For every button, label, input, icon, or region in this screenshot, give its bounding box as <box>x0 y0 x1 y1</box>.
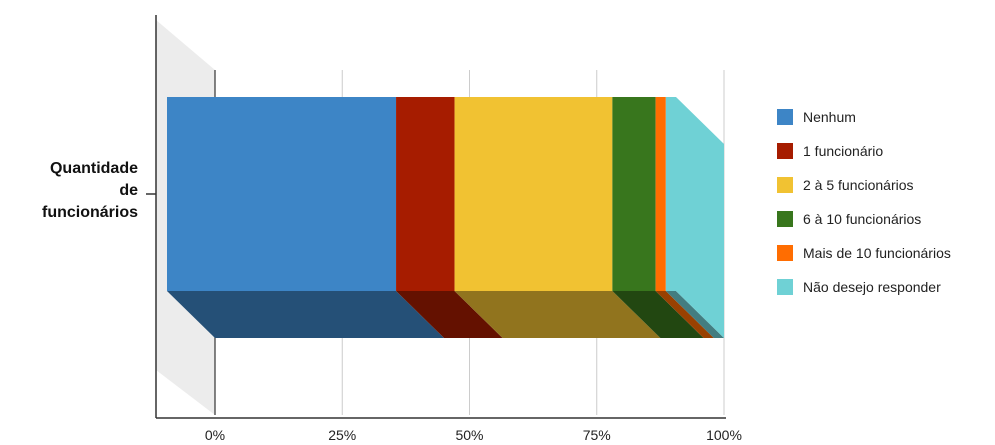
legend-item: 1 funcionário <box>777 138 951 164</box>
x-tick-label: 75% <box>583 427 611 443</box>
y-axis-category-label: Quantidade de funcionários <box>41 160 138 221</box>
legend-swatch <box>777 109 793 125</box>
bar-segment-bottom-face <box>655 291 714 338</box>
chart-axes <box>146 15 726 419</box>
x-tick-label: 50% <box>455 427 483 443</box>
bar-segment-bottom-face <box>454 291 661 338</box>
legend-swatch <box>777 211 793 227</box>
bar-segment-bottom-face <box>665 291 724 338</box>
legend-label: Não desejo responder <box>803 279 941 295</box>
bar-segment-bottom-face <box>612 291 704 338</box>
x-tick-label: 0% <box>205 427 225 443</box>
legend-swatch <box>777 143 793 159</box>
legend-item: 6 à 10 funcionários <box>777 206 951 232</box>
legend-label: Mais de 10 funcionários <box>803 245 951 261</box>
bar-segment-bottom-face <box>167 291 445 338</box>
legend-item: Nenhum <box>777 104 951 130</box>
bar-end-face <box>676 97 724 338</box>
x-axis-tick-labels: 0% 25% 50% 75% 100% <box>205 427 742 443</box>
x-tick-label: 25% <box>328 427 356 443</box>
legend-item: Não desejo responder <box>777 274 951 300</box>
legend-swatch <box>777 245 793 261</box>
x-tick-label: 100% <box>706 427 742 443</box>
chart-bars <box>167 97 724 338</box>
legend-item: 2 à 5 funcionários <box>777 172 951 198</box>
legend-swatch <box>777 279 793 295</box>
chart-legend: Nenhum 1 funcionário 2 à 5 funcionários 6 à… <box>777 104 951 308</box>
legend-label: 2 à 5 funcionários <box>803 177 914 193</box>
legend-label: 1 funcionário <box>803 143 884 159</box>
bar-segment <box>454 97 613 291</box>
bar-segment <box>612 97 656 291</box>
legend-label: 6 à 10 funcionários <box>803 211 922 227</box>
bar-segment <box>655 97 666 291</box>
bar-segment <box>665 97 676 291</box>
bar-segment <box>167 97 397 291</box>
legend-label: Nenhum <box>803 109 856 125</box>
bar-segment <box>396 97 455 291</box>
legend-swatch <box>777 177 793 193</box>
legend-item: Mais de 10 funcionários <box>777 240 951 266</box>
bar-segment-bottom-face <box>396 291 503 338</box>
